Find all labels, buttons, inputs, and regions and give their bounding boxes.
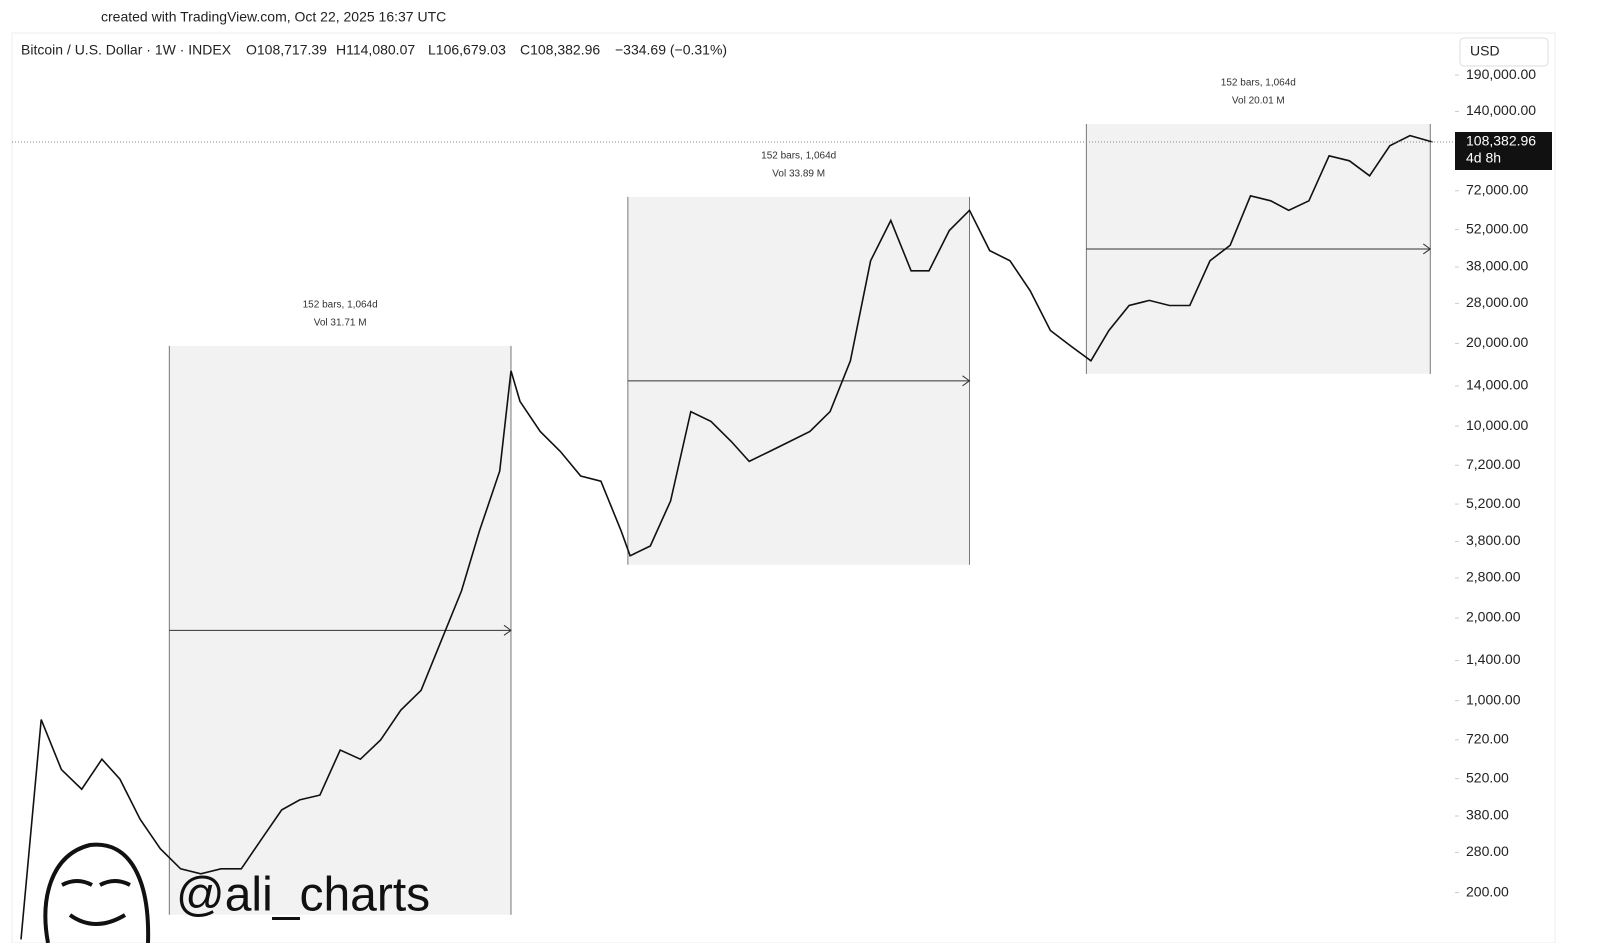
ohlc-value: H114,080.07 <box>336 42 415 58</box>
y-tick-label: 3,800.00 <box>1466 532 1521 548</box>
range-arrow <box>1086 243 1432 255</box>
range-bars: 152 bars, 1,064d <box>761 151 836 162</box>
y-tick-label: 1,000.00 <box>1466 691 1521 707</box>
y-tick-label: 1,400.00 <box>1466 651 1521 667</box>
legend: Bitcoin / U.S. Dollar · 1W · INDEX O108,7… <box>21 42 727 58</box>
ohlc-value: L106,679.03 <box>428 42 506 58</box>
y-tick-label: 190,000.00 <box>1466 66 1536 82</box>
y-tick-label: 720.00 <box>1466 731 1509 747</box>
symbol: Bitcoin / U.S. Dollar · 1W · INDEX <box>21 42 232 58</box>
y-tick-label: 10,000.00 <box>1466 417 1528 433</box>
y-tick-label: 20,000.00 <box>1466 334 1528 350</box>
avatar <box>43 842 151 944</box>
ohlc-value: O108,717.39 <box>246 42 327 58</box>
y-tick-label: 520.00 <box>1466 769 1509 785</box>
watermark: @ali_charts <box>176 869 430 922</box>
y-tick-label: 2,800.00 <box>1466 569 1521 585</box>
last-price-box <box>1455 131 1552 170</box>
ohlc-value: C108,382.96 <box>520 42 600 58</box>
y-tick-label: 2,000.00 <box>1466 609 1521 625</box>
credit: created with TradingView.com, Oct 22, 20… <box>101 9 446 25</box>
range-volume: Vol 20.01 M <box>1232 96 1285 107</box>
y-tick-label: 52,000.00 <box>1466 220 1528 236</box>
range-bars: 152 bars, 1,064d <box>303 300 378 311</box>
y-tick-label: 7,200.00 <box>1466 456 1521 472</box>
y-tick-label: 14,000.00 <box>1466 377 1528 393</box>
currency-button[interactable] <box>1459 37 1549 67</box>
y-tick-label: 140,000.00 <box>1466 102 1536 118</box>
ohlc-value: −334.69 (−0.31%) <box>615 42 727 58</box>
y-tick-label: 380.00 <box>1466 807 1509 823</box>
y-tick-label: 280.00 <box>1466 843 1509 859</box>
y-tick-label: 72,000.00 <box>1466 181 1528 197</box>
currency[interactable]: USD <box>1470 43 1500 59</box>
countdown: 4d 8h <box>1466 150 1501 166</box>
range-bars: 152 bars, 1,064d <box>1221 78 1296 89</box>
y-tick-label: 38,000.00 <box>1466 258 1528 274</box>
y-tick-label: 200.00 <box>1466 883 1509 899</box>
price-line <box>20 134 1433 940</box>
range-arrow <box>169 624 512 636</box>
range-volume: Vol 31.71 M <box>314 318 367 329</box>
range-volume: Vol 33.89 M <box>772 169 825 180</box>
y-tick-label: 28,000.00 <box>1466 294 1528 310</box>
last-price: 108,382.96 <box>1466 133 1536 149</box>
range-arrow <box>627 375 971 387</box>
y-tick-label: 5,200.00 <box>1466 495 1521 511</box>
